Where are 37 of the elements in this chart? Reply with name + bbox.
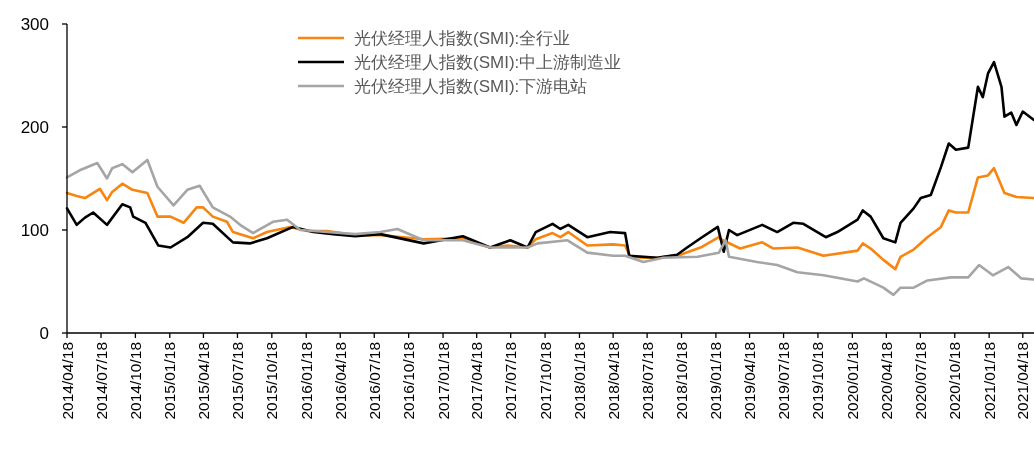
y-tick-label: 200 — [20, 118, 49, 137]
x-tick-label: 2015/07/18 — [228, 342, 246, 420]
x-tick-label: 2015/01/18 — [161, 342, 179, 420]
x-tick-label: 2017/01/18 — [434, 342, 452, 420]
x-tick-label: 2014/10/18 — [126, 342, 144, 420]
x-tick-label: 2014/07/18 — [92, 342, 110, 420]
x-tick-label: 2019/07/18 — [775, 342, 793, 420]
x-tick-label: 2017/04/18 — [468, 342, 486, 420]
x-tick-label: 2016/01/18 — [297, 342, 315, 420]
x-tick-label: 2019/01/18 — [707, 342, 725, 420]
x-tick-label: 2015/04/18 — [194, 342, 212, 420]
x-tick-label: 2017/07/18 — [502, 342, 520, 420]
x-tick-label: 2020/07/18 — [911, 342, 929, 420]
x-tick-label: 2020/04/18 — [877, 342, 895, 420]
y-tick-label: 300 — [20, 15, 49, 34]
x-tick-label: 2019/10/18 — [809, 342, 827, 420]
x-tick-label: 2019/04/18 — [741, 342, 759, 420]
x-tick-label: 2021/04/18 — [1014, 342, 1032, 420]
x-tick-label: 2020/01/18 — [843, 342, 861, 420]
legend-label: 光伏经理人指数(SMI):下游电站 — [354, 77, 588, 96]
x-tick-label: 2016/04/18 — [331, 342, 349, 420]
y-tick-label: 0 — [39, 324, 49, 343]
x-tick-label: 2018/10/18 — [673, 342, 691, 420]
x-tick-label: 2021/01/18 — [980, 342, 998, 420]
x-tick-label: 2017/10/18 — [536, 342, 554, 420]
line-series — [65, 158, 1034, 297]
x-tick-label: 2020/10/18 — [946, 342, 964, 420]
legend-label: 光伏经理人指数(SMI):中上游制造业 — [354, 53, 622, 72]
x-tick-label: 2018/01/18 — [570, 342, 588, 420]
x-tick-label: 2018/07/18 — [638, 342, 656, 420]
x-tick-label: 2016/07/18 — [365, 342, 383, 420]
y-tick-label: 100 — [20, 221, 49, 240]
legend-label: 光伏经理人指数(SMI):全行业 — [354, 29, 571, 48]
x-tick-label: 2015/10/18 — [263, 342, 281, 420]
x-tick-label: 2016/10/18 — [400, 342, 418, 420]
x-tick-label: 2018/04/18 — [604, 342, 622, 420]
x-tick-label: 2014/04/18 — [58, 342, 76, 420]
